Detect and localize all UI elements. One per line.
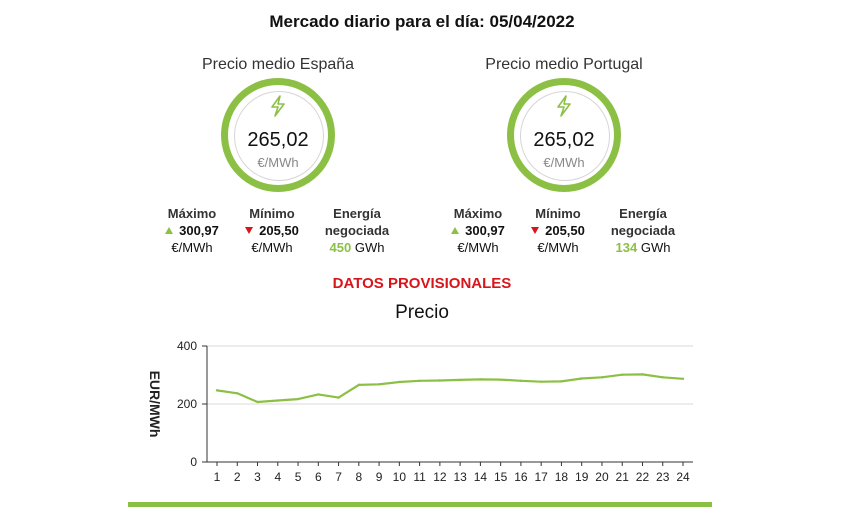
spain-max-label: Máximo [167,206,217,221]
price-data-point [377,383,381,386]
x-tick-label: 23 [656,470,670,484]
x-tick-label: 16 [514,470,528,484]
page-title: Mercado diario para el día: 05/04/2022 [269,12,575,31]
price-data-point [621,373,624,376]
price-data-point [641,373,644,376]
up-triangle-icon [165,227,174,234]
price-data-point [479,378,482,381]
price-data-point [317,393,320,396]
price-data-point [580,377,583,380]
price-data-point [458,378,462,382]
portugal-energy-value: 134 [615,240,638,255]
price-data-point [357,383,361,387]
x-tick-label: 8 [355,470,362,484]
x-tick-label: 6 [315,470,322,484]
portugal-price-ring: 265,02 €/MWh [507,78,621,192]
portugal-energy-label: Energía [619,206,667,221]
x-tick-label: 12 [433,470,447,484]
price-data-point [337,396,340,399]
spain-energy-unit: GWh [354,240,385,255]
portugal-energy-label-2: negociada [610,223,676,238]
portugal-average-unit: €/MWh [543,155,585,170]
price-data-point [276,399,279,402]
portugal-min-label: Mínimo [535,206,581,221]
portugal-energy-unit: GWh [640,240,671,255]
y-axis-label: EUR/MWh [147,371,163,438]
x-tick-label: 17 [534,470,548,484]
y-tick-label: 0 [190,455,197,469]
spain-min-label: Mínimo [249,206,295,221]
spain-min-stat: Mínimo 205,50 €/MWh [232,205,312,256]
x-tick-label: 13 [453,470,467,484]
spain-energy-label-2: negociada [324,223,390,238]
portugal-min-value: 205,50 [545,223,585,238]
x-tick-label: 11 [413,470,426,484]
spain-max-unit: €/MWh [171,240,213,255]
x-tick-label: 1 [214,470,221,484]
provisional-data-label: DATOS PROVISIONALES [332,275,512,292]
portugal-min-stat: Mínimo 205,50 €/MWh [518,205,598,256]
spain-energy-value: 450 [329,240,352,255]
up-triangle-icon [451,227,460,234]
spain-panel-title: Precio medio España [201,56,355,73]
price-data-point [236,392,239,395]
y-tick-label: 200 [177,397,197,411]
x-tick-label: 24 [676,470,690,484]
lightning-icon [557,95,571,117]
x-tick-label: 14 [474,470,488,484]
chart-title: Precio [395,302,449,323]
price-data-point [398,380,401,384]
portugal-max-stat: Máximo 300,97 €/MWh [438,205,518,256]
x-tick-label: 19 [575,470,589,484]
portugal-panel-title: Precio medio Portugal [485,56,643,73]
price-data-point [600,376,604,379]
price-data-point [539,380,543,383]
x-tick-label: 3 [254,470,261,484]
spain-energy-stat: Energía negociada 450 GWh [312,205,402,256]
price-data-point [681,377,685,380]
price-data-point [256,400,259,404]
price-series-line [216,373,684,404]
portugal-energy-stat: Energía negociada 134 GWh [598,205,688,256]
portugal-max-unit: €/MWh [457,240,499,255]
x-tick-label: 7 [335,470,342,484]
price-data-point [215,389,219,392]
spain-min-unit: €/MWh [251,240,293,255]
x-tick-label: 15 [494,470,508,484]
down-triangle-icon [245,227,254,234]
spain-max-value: 300,97 [179,223,219,238]
price-data-point [438,379,442,382]
spain-average-price: 265,02 [247,129,309,151]
x-tick-label: 5 [295,470,302,484]
portugal-min-unit: €/MWh [537,240,579,255]
price-data-point [418,379,421,382]
bottom-accent-bar [128,502,712,507]
price-data-point [519,379,523,382]
price-data-point [661,376,664,379]
x-tick-label: 18 [555,470,569,484]
price-data-point [296,397,300,401]
spain-energy-label: Energía [333,206,381,221]
x-tick-label: 2 [234,470,241,484]
down-triangle-icon [531,227,540,234]
portugal-max-label: Máximo [453,206,503,221]
portugal-average-price: 265,02 [533,129,595,151]
spain-max-stat: Máximo 300,97 €/MWh [152,205,232,256]
spain-price-ring: 265,02 €/MWh [221,78,335,192]
x-tick-label: 21 [616,470,630,484]
portugal-max-value: 300,97 [465,223,505,238]
x-tick-label: 4 [274,470,281,484]
y-tick-label: 400 [177,339,197,353]
spain-min-value: 205,50 [259,223,299,238]
x-tick-label: 22 [636,470,650,484]
price-data-point [499,378,502,381]
spain-average-unit: €/MWh [257,155,299,170]
price-data-point [560,380,563,383]
lightning-icon [271,95,285,117]
x-tick-label: 20 [595,470,609,484]
x-tick-label: 9 [376,470,383,484]
x-tick-label: 10 [393,470,407,484]
